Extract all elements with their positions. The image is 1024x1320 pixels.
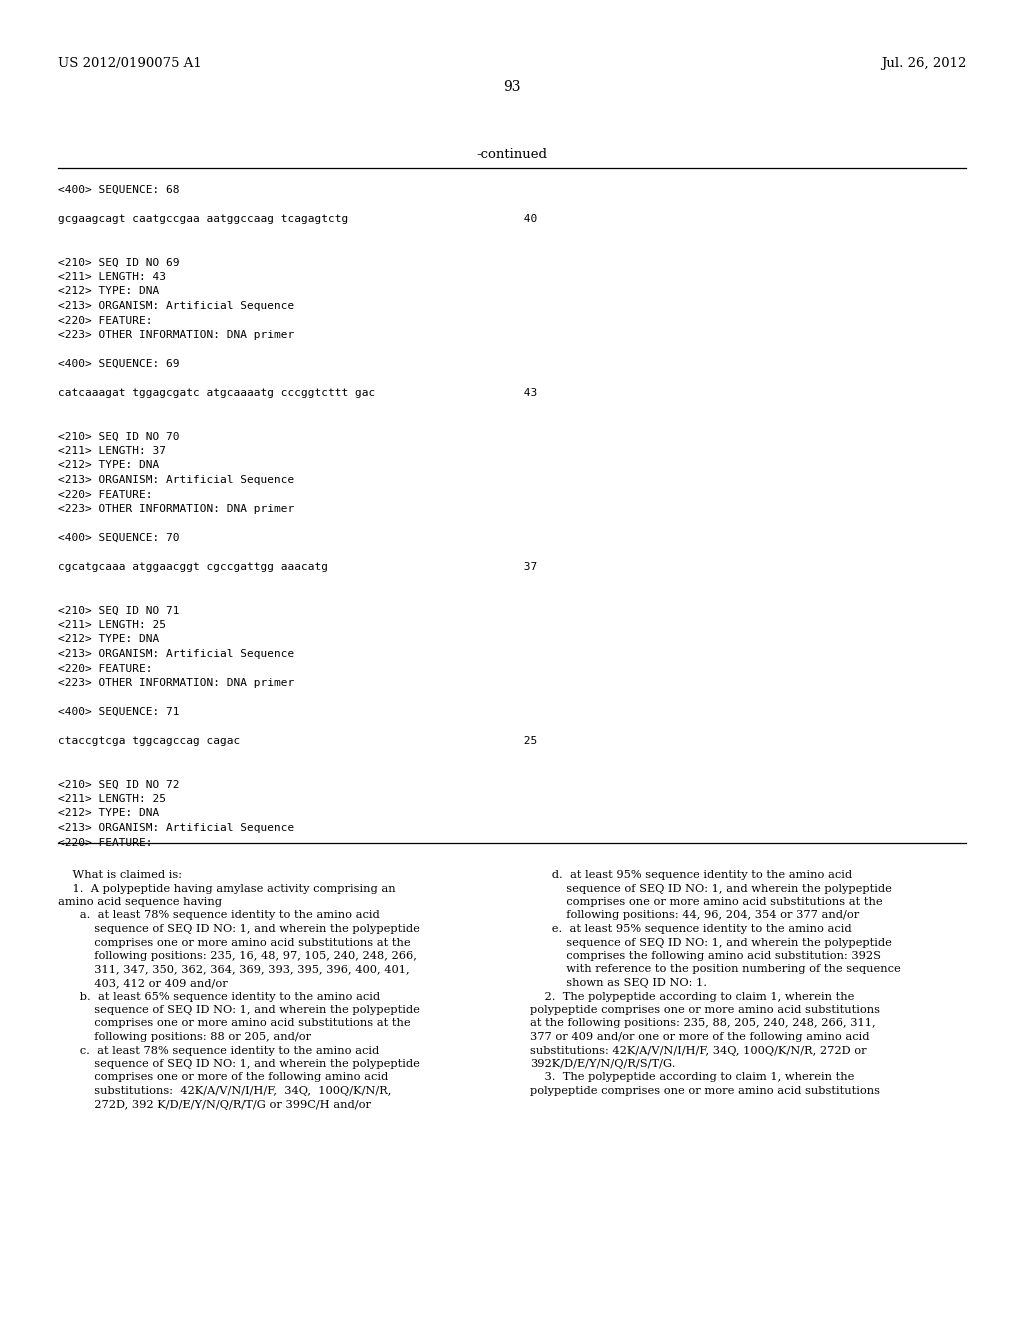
Text: 1.  A polypeptide having amylase activity comprising an: 1. A polypeptide having amylase activity… [58,883,395,894]
Text: comprises the following amino acid substitution: 392S: comprises the following amino acid subst… [530,950,881,961]
Text: 3.  The polypeptide according to claim 1, wherein the: 3. The polypeptide according to claim 1,… [530,1072,854,1082]
Text: <220> FEATURE:: <220> FEATURE: [58,490,153,499]
Text: with reference to the position numbering of the sequence: with reference to the position numbering… [530,965,901,974]
Text: catcaaagat tggagcgatc atgcaaaatg cccggtcttt gac                      43: catcaaagat tggagcgatc atgcaaaatg cccggtc… [58,388,538,399]
Text: <220> FEATURE:: <220> FEATURE: [58,664,153,673]
Text: sequence of SEQ ID NO: 1, and wherein the polypeptide: sequence of SEQ ID NO: 1, and wherein th… [58,1005,420,1015]
Text: following positions: 44, 96, 204, 354 or 377 and/or: following positions: 44, 96, 204, 354 or… [530,911,859,920]
Text: cgcatgcaaa atggaacggt cgccgattgg aaacatg                             37: cgcatgcaaa atggaacggt cgccgattgg aaacatg… [58,562,538,572]
Text: <210> SEQ ID NO 70: <210> SEQ ID NO 70 [58,432,179,441]
Text: polypeptide comprises one or more amino acid substitutions: polypeptide comprises one or more amino … [530,1005,880,1015]
Text: <220> FEATURE:: <220> FEATURE: [58,315,153,326]
Text: <212> TYPE: DNA: <212> TYPE: DNA [58,635,160,644]
Text: <400> SEQUENCE: 70: <400> SEQUENCE: 70 [58,533,179,543]
Text: 311, 347, 350, 362, 364, 369, 393, 395, 396, 400, 401,: 311, 347, 350, 362, 364, 369, 393, 395, … [58,965,410,974]
Text: c.  at least 78% sequence identity to the amino acid: c. at least 78% sequence identity to the… [58,1045,379,1056]
Text: <212> TYPE: DNA: <212> TYPE: DNA [58,286,160,297]
Text: <220> FEATURE:: <220> FEATURE: [58,837,153,847]
Text: 403, 412 or 409 and/or: 403, 412 or 409 and/or [58,978,227,987]
Text: 377 or 409 and/or one or more of the following amino acid: 377 or 409 and/or one or more of the fol… [530,1032,869,1041]
Text: comprises one or more amino acid substitutions at the: comprises one or more amino acid substit… [58,1019,411,1028]
Text: <400> SEQUENCE: 69: <400> SEQUENCE: 69 [58,359,179,370]
Text: US 2012/0190075 A1: US 2012/0190075 A1 [58,57,202,70]
Text: -continued: -continued [476,148,548,161]
Text: gcgaagcagt caatgccgaa aatggccaag tcagagtctg                          40: gcgaagcagt caatgccgaa aatggccaag tcagagt… [58,214,538,224]
Text: <213> ORGANISM: Artificial Sequence: <213> ORGANISM: Artificial Sequence [58,475,294,484]
Text: <223> OTHER INFORMATION: DNA primer: <223> OTHER INFORMATION: DNA primer [58,678,294,688]
Text: comprises one or more of the following amino acid: comprises one or more of the following a… [58,1072,388,1082]
Text: shown as SEQ ID NO: 1.: shown as SEQ ID NO: 1. [530,978,707,987]
Text: substitutions: 42K/A/V/N/I/H/F, 34Q, 100Q/K/N/R, 272D or: substitutions: 42K/A/V/N/I/H/F, 34Q, 100… [530,1045,866,1056]
Text: sequence of SEQ ID NO: 1, and wherein the polypeptide: sequence of SEQ ID NO: 1, and wherein th… [530,883,892,894]
Text: sequence of SEQ ID NO: 1, and wherein the polypeptide: sequence of SEQ ID NO: 1, and wherein th… [58,924,420,935]
Text: following positions: 235, 16, 48, 97, 105, 240, 248, 266,: following positions: 235, 16, 48, 97, 10… [58,950,417,961]
Text: <211> LENGTH: 37: <211> LENGTH: 37 [58,446,166,455]
Text: 392K/D/E/Y/N/Q/R/S/T/G.: 392K/D/E/Y/N/Q/R/S/T/G. [530,1059,676,1069]
Text: a.  at least 78% sequence identity to the amino acid: a. at least 78% sequence identity to the… [58,911,380,920]
Text: Jul. 26, 2012: Jul. 26, 2012 [881,57,966,70]
Text: 2.  The polypeptide according to claim 1, wherein the: 2. The polypeptide according to claim 1,… [530,991,854,1002]
Text: What is claimed is:: What is claimed is: [58,870,182,880]
Text: <211> LENGTH: 25: <211> LENGTH: 25 [58,795,166,804]
Text: <210> SEQ ID NO 69: <210> SEQ ID NO 69 [58,257,179,268]
Text: <213> ORGANISM: Artificial Sequence: <213> ORGANISM: Artificial Sequence [58,649,294,659]
Text: <400> SEQUENCE: 68: <400> SEQUENCE: 68 [58,185,179,195]
Text: comprises one or more amino acid substitutions at the: comprises one or more amino acid substit… [58,937,411,948]
Text: <223> OTHER INFORMATION: DNA primer: <223> OTHER INFORMATION: DNA primer [58,330,294,341]
Text: <213> ORGANISM: Artificial Sequence: <213> ORGANISM: Artificial Sequence [58,301,294,312]
Text: 272D, 392 K/D/E/Y/N/Q/R/T/G or 399C/H and/or: 272D, 392 K/D/E/Y/N/Q/R/T/G or 399C/H an… [58,1100,371,1110]
Text: <213> ORGANISM: Artificial Sequence: <213> ORGANISM: Artificial Sequence [58,822,294,833]
Text: <211> LENGTH: 43: <211> LENGTH: 43 [58,272,166,282]
Text: at the following positions: 235, 88, 205, 240, 248, 266, 311,: at the following positions: 235, 88, 205… [530,1019,876,1028]
Text: e.  at least 95% sequence identity to the amino acid: e. at least 95% sequence identity to the… [530,924,852,935]
Text: b.  at least 65% sequence identity to the amino acid: b. at least 65% sequence identity to the… [58,991,380,1002]
Text: polypeptide comprises one or more amino acid substitutions: polypeptide comprises one or more amino … [530,1086,880,1096]
Text: following positions: 88 or 205, and/or: following positions: 88 or 205, and/or [58,1032,311,1041]
Text: d.  at least 95% sequence identity to the amino acid: d. at least 95% sequence identity to the… [530,870,852,880]
Text: 93: 93 [503,81,521,94]
Text: <212> TYPE: DNA: <212> TYPE: DNA [58,461,160,470]
Text: substitutions:  42K/A/V/N/I/H/F,  34Q,  100Q/K/N/R,: substitutions: 42K/A/V/N/I/H/F, 34Q, 100… [58,1086,391,1096]
Text: comprises one or more amino acid substitutions at the: comprises one or more amino acid substit… [530,898,883,907]
Text: ctaccgtcga tggcagccag cagac                                          25: ctaccgtcga tggcagccag cagac 25 [58,737,538,746]
Text: amino acid sequence having: amino acid sequence having [58,898,222,907]
Text: <223> OTHER INFORMATION: DNA primer: <223> OTHER INFORMATION: DNA primer [58,504,294,513]
Text: sequence of SEQ ID NO: 1, and wherein the polypeptide: sequence of SEQ ID NO: 1, and wherein th… [58,1059,420,1069]
Text: <210> SEQ ID NO 71: <210> SEQ ID NO 71 [58,606,179,615]
Text: <212> TYPE: DNA: <212> TYPE: DNA [58,808,160,818]
Text: <400> SEQUENCE: 71: <400> SEQUENCE: 71 [58,708,179,717]
Text: sequence of SEQ ID NO: 1, and wherein the polypeptide: sequence of SEQ ID NO: 1, and wherein th… [530,937,892,948]
Text: <210> SEQ ID NO 72: <210> SEQ ID NO 72 [58,780,179,789]
Text: <211> LENGTH: 25: <211> LENGTH: 25 [58,620,166,630]
